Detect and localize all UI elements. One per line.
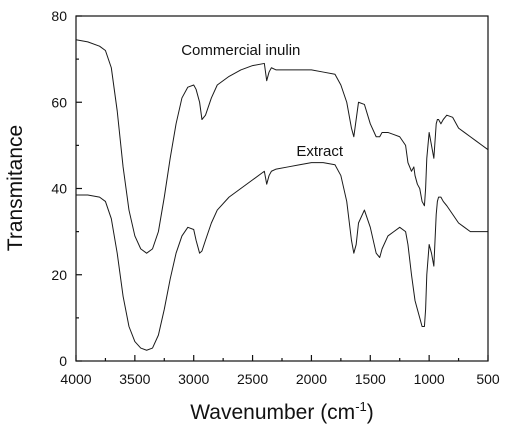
y-axis-title: Transmitance — [4, 125, 27, 251]
series-line-commercial-inulin — [75, 39, 489, 254]
x-tick-label: 4000 — [60, 371, 91, 387]
series-annotations: Commercial inulin Extract — [181, 42, 344, 160]
x-tick-label: 500 — [476, 371, 500, 387]
y-tick-label: 0 — [59, 353, 67, 369]
x-axis-title: Wavenumber (cm-1) — [190, 399, 374, 424]
y-tick-label: 80 — [51, 8, 67, 24]
series-label-commercial-inulin: Commercial inulin — [181, 42, 300, 59]
x-axis-title-close: ) — [367, 401, 374, 424]
x-tick-label: 2000 — [296, 371, 327, 387]
x-axis-title-superscript: -1 — [355, 399, 367, 414]
x-tick-label: 2500 — [237, 371, 268, 387]
x-tick-label: 3500 — [119, 371, 150, 387]
series-line-extract — [76, 162, 488, 351]
y-tick-label: 20 — [51, 267, 67, 283]
x-tick-label: 1500 — [355, 371, 386, 387]
x-tick-label: 3000 — [178, 371, 209, 387]
plot-frame — [75, 15, 489, 362]
x-axis-title-main: Wavenumber (cm — [190, 401, 355, 424]
plot-area — [75, 39, 489, 351]
axis-ticks — [75, 15, 489, 362]
axis-tick-labels: 4000 3500 3000 2500 2000 1500 1000 500 0 20 40 60 80 — [51, 8, 499, 387]
series-label-extract: Extract — [296, 143, 344, 160]
y-tick-label: 60 — [51, 94, 67, 110]
x-tick-label: 1000 — [414, 371, 445, 387]
y-tick-label: 40 — [51, 181, 67, 197]
